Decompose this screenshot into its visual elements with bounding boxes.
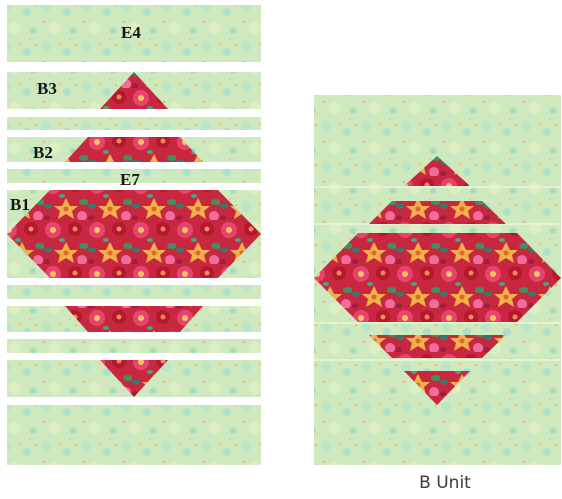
label-b3: B3 (37, 79, 57, 98)
label-b2: B2 (33, 143, 53, 162)
unit-triangle-bottom (404, 371, 470, 405)
unit-triangle-top (404, 156, 470, 186)
exploded-layout (7, 5, 261, 465)
strip-e4-lower (7, 405, 261, 465)
sash-strip-1 (7, 117, 261, 130)
label-e7: E7 (120, 170, 140, 189)
hexagon-b1 (7, 190, 261, 278)
sash-strip-2 (7, 285, 261, 299)
label-b1: B1 (10, 195, 30, 214)
unit-trapezoid-top (369, 201, 506, 224)
label-e4: E4 (121, 23, 141, 42)
sash-strip-3 (7, 339, 261, 353)
b-unit-caption: B Unit (419, 473, 471, 493)
assembled-b-unit (314, 95, 561, 465)
triangle-b3 (100, 72, 168, 109)
trapezoid-b2-lower (65, 306, 203, 332)
unit-hexagon (314, 233, 561, 322)
strip-e7 (7, 169, 261, 183)
triangle-b3-lower (100, 360, 168, 397)
trapezoid-b2 (65, 137, 203, 162)
strip-e4 (7, 5, 261, 62)
unit-trapezoid-bottom (369, 335, 506, 358)
